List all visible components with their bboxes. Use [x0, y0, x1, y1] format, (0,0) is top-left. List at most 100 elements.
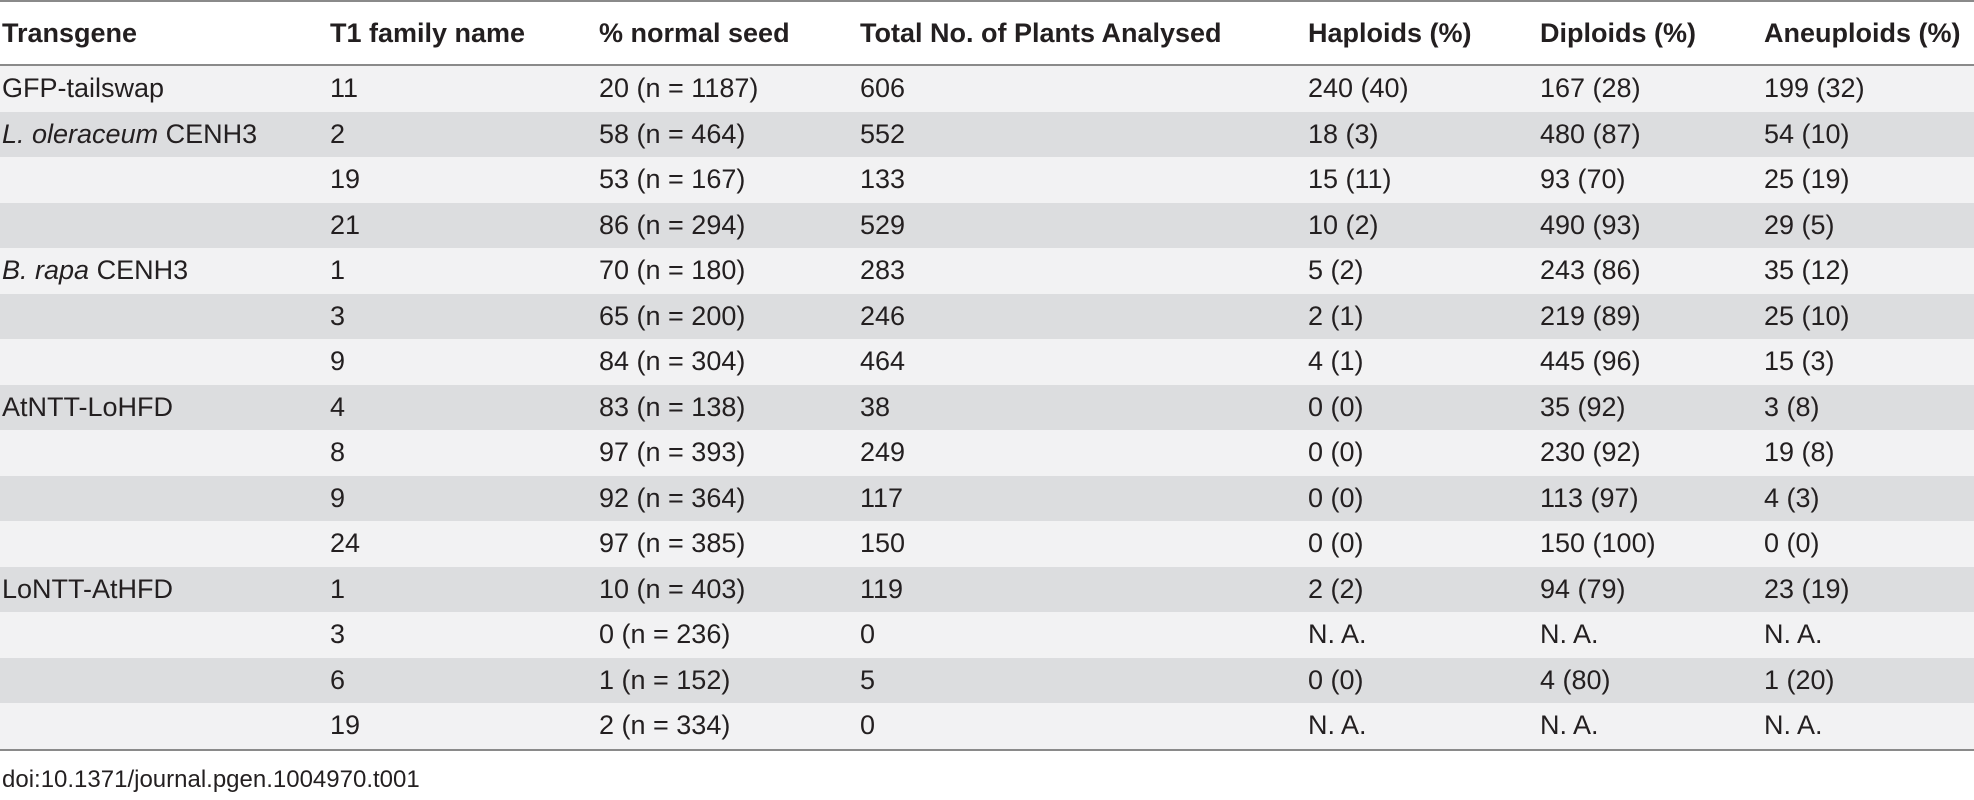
cell-diploids: 150 (100) [1540, 528, 1656, 559]
cell-total-plants: 529 [860, 209, 906, 240]
cell-haploids: 0 (0) [1308, 528, 1364, 559]
cell-haploids: 15 (11) [1308, 164, 1392, 195]
cell-normal-seed: 65 (n = 200) [599, 300, 746, 331]
cell-total-plants: 0 [860, 710, 876, 741]
data-table: Transgene T1 family name % normal seed T… [0, 0, 1974, 751]
cell-transgene: AtNTT-LoHFD [0, 392, 328, 423]
cell-diploids: 445 (96) [1540, 346, 1641, 377]
cell-normal-seed: 70 (n = 180) [599, 255, 746, 286]
cell-t1-family-name: 11 [330, 73, 359, 104]
cell-diploids: 219 (89) [1540, 300, 1641, 331]
cell-total-plants: 283 [860, 255, 906, 286]
cell-aneuploids: 15 (3) [1764, 346, 1835, 377]
cell-diploids: 480 (87) [1540, 118, 1641, 149]
cell-t1-family-name: 19 [330, 710, 361, 741]
cell-total-plants: 606 [860, 73, 906, 104]
cell-normal-seed: 1 (n = 152) [599, 664, 731, 695]
cell-total-plants: 117 [860, 482, 904, 513]
table-row: B. rapa CENH3 1 70 (n = 180) 283 5 (2) 243 (8… [0, 248, 1974, 294]
table-row: 19 2 (n = 334) 0 N. A. N. A. N. A. [0, 703, 1974, 749]
cell-aneuploids: 1 (20) [1764, 664, 1835, 695]
table-row: 24 97 (n = 385) 150 0 (0) 150 (100) 0 (0) [0, 521, 1974, 567]
cell-aneuploids: N. A. [1764, 619, 1823, 650]
cell-diploids: 167 (28) [1540, 73, 1641, 104]
table-row: LoNTT-AtHFD 1 10 (n = 403) 119 2 (2) 94 (79) 2… [0, 566, 1974, 612]
table-row: GFP-tailswap 11 20 (n = 1187) 606 240 (40) 16… [0, 66, 1974, 112]
cell-total-plants: 249 [860, 437, 906, 468]
header-aneuploids: Aneuploids (%) [1764, 17, 1961, 48]
cell-diploids: 94 (79) [1540, 573, 1626, 604]
cell-t1-family-name: 24 [330, 528, 361, 559]
cell-aneuploids: 54 (10) [1764, 118, 1850, 149]
cell-t1-family-name: 3 [330, 300, 346, 331]
header-haploids: Haploids (%) [1308, 17, 1472, 48]
header-transgene: Transgene [2, 17, 138, 48]
cell-haploids: 0 (0) [1308, 664, 1364, 695]
cell-t1-family-name: 8 [330, 437, 346, 468]
cell-normal-seed: 2 (n = 334) [599, 710, 731, 741]
cell-total-plants: 38 [860, 391, 891, 422]
cell-aneuploids: 199 (32) [1764, 73, 1865, 104]
cell-normal-seed: 84 (n = 304) [599, 346, 746, 377]
cell-t1-family-name: 9 [330, 346, 346, 377]
table-top-rule [0, 0, 1974, 2]
cell-diploids: 230 (92) [1540, 437, 1641, 468]
cell-aneuploids: N. A. [1764, 710, 1823, 741]
cell-haploids: 0 (0) [1308, 482, 1364, 513]
cell-diploids: 4 (80) [1540, 664, 1611, 695]
cell-diploids: 490 (93) [1540, 209, 1641, 240]
cell-haploids: N. A. [1308, 710, 1367, 741]
doi-caption: doi:10.1371/journal.pgen.1004970.t001 [2, 766, 420, 793]
cell-haploids: 0 (0) [1308, 391, 1364, 422]
cell-normal-seed: 20 (n = 1187) [599, 73, 759, 104]
table-row: 6 1 (n = 152) 5 0 (0) 4 (80) 1 (20) [0, 657, 1974, 703]
cell-t1-family-name: 1 [330, 573, 346, 604]
cell-transgene-text: CENH3 [89, 255, 189, 286]
cell-t1-family-name: 21 [330, 209, 361, 240]
table-row: L. oleraceum CENH3 2 58 (n = 464) 552 18 (3)… [0, 111, 1974, 157]
cell-haploids: 5 (2) [1308, 255, 1364, 286]
cell-aneuploids: 25 (19) [1764, 164, 1850, 195]
cell-diploids: 35 (92) [1540, 391, 1626, 422]
table-header-row: Transgene T1 family name % normal seed T… [0, 2, 1974, 66]
table-row: AtNTT-LoHFD 4 83 (n = 138) 38 0 (0) 35 (92) 3 … [0, 384, 1974, 430]
cell-t1-family-name: 19 [330, 164, 361, 195]
cell-transgene-text: CENH3 [158, 118, 258, 149]
cell-total-plants: 119 [860, 573, 904, 604]
cell-normal-seed: 86 (n = 294) [599, 209, 746, 240]
table-row: 8 97 (n = 393) 249 0 (0) 230 (92) 19 (8) [0, 430, 1974, 476]
cell-transgene: L. oleraceum CENH3 [0, 119, 328, 150]
cell-transgene-species: B. rapa [2, 255, 90, 286]
cell-total-plants: 552 [860, 118, 906, 149]
cell-t1-family-name: 6 [330, 664, 346, 695]
cell-total-plants: 246 [860, 300, 906, 331]
cell-aneuploids: 35 (12) [1764, 255, 1850, 286]
cell-diploids: 93 (70) [1540, 164, 1626, 195]
table-bottom-rule [0, 748, 1974, 751]
cell-total-plants: 5 [860, 664, 876, 695]
cell-aneuploids: 25 (10) [1764, 300, 1850, 331]
table-row: 9 92 (n = 364) 117 0 (0) 113 (97) 4 (3) [0, 475, 1974, 521]
cell-haploids: 2 (2) [1308, 573, 1364, 604]
cell-aneuploids: 23 (19) [1764, 573, 1850, 604]
cell-diploids: N. A. [1540, 619, 1599, 650]
cell-t1-family-name: 2 [330, 118, 346, 149]
table-row: 3 65 (n = 200) 246 2 (1) 219 (89) 25 (10) [0, 293, 1974, 339]
cell-normal-seed: 58 (n = 464) [599, 118, 746, 149]
cell-haploids: 4 (1) [1308, 346, 1364, 377]
cell-diploids: 113 (97) [1540, 482, 1639, 513]
table-row: 21 86 (n = 294) 529 10 (2) 490 (93) 29 (5) [0, 202, 1974, 248]
cell-total-plants: 0 [860, 619, 876, 650]
header-t1-family-name: T1 family name [330, 17, 526, 48]
cell-transgene-text: AtNTT-LoHFD [2, 391, 174, 422]
cell-transgene: LoNTT-AtHFD [0, 574, 328, 605]
cell-normal-seed: 0 (n = 236) [599, 619, 731, 650]
table-row: 19 53 (n = 167) 133 15 (11) 93 (70) 25 (19) [0, 157, 1974, 203]
cell-diploids: N. A. [1540, 710, 1599, 741]
cell-aneuploids: 19 (8) [1764, 437, 1835, 468]
cell-t1-family-name: 1 [330, 255, 346, 286]
cell-transgene: B. rapa CENH3 [0, 255, 328, 286]
cell-normal-seed: 53 (n = 167) [599, 164, 746, 195]
cell-aneuploids: 4 (3) [1764, 482, 1820, 513]
cell-transgene-text: LoNTT-AtHFD [2, 573, 174, 604]
